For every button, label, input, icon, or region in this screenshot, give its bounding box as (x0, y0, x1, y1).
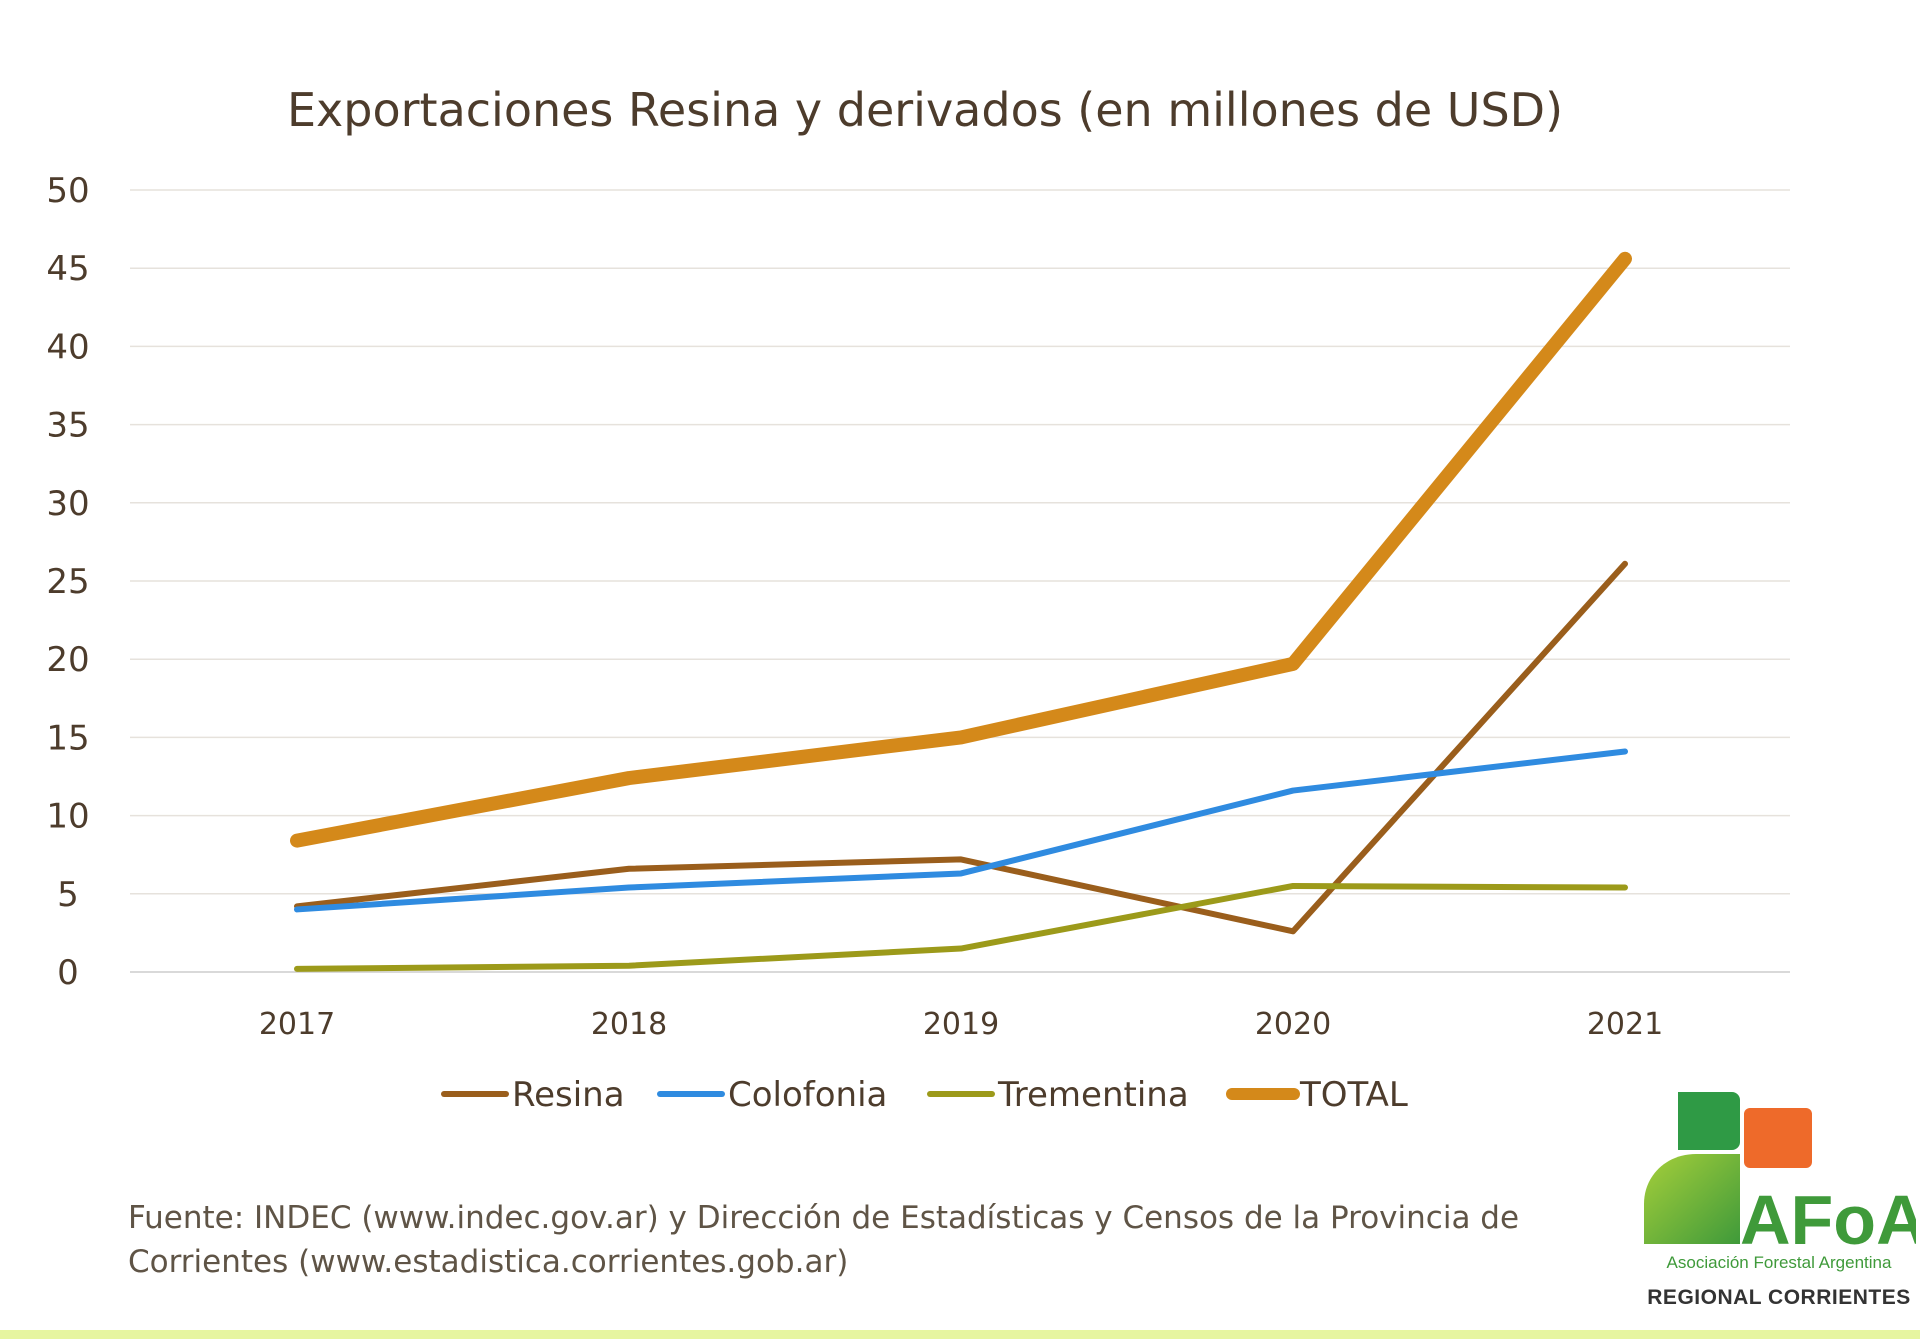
bottom-accent-bar (0, 1330, 1920, 1339)
legend: Resina Colofonia Trementina TOTAL (441, 1075, 1408, 1115)
y-tick-label: 15 (46, 718, 89, 758)
x-tick-label: 2017 (259, 1007, 335, 1042)
x-tick-label: 2021 (1587, 1007, 1663, 1042)
leaf-orange-icon (1744, 1108, 1812, 1168)
y-tick-label: 10 (46, 797, 89, 837)
chart-title: Exportaciones Resina y derivados (en mil… (287, 83, 1563, 137)
leaf-left-icon (1644, 1154, 1740, 1244)
y-tick-label: 45 (46, 249, 89, 289)
legend-label-trementina: Trementina (997, 1075, 1189, 1115)
legend-label-colofonia: Colofonia (728, 1075, 887, 1115)
gridlines (130, 189, 1790, 973)
y-tick-label: 20 (46, 640, 89, 680)
y-tick-label: 5 (57, 875, 79, 915)
x-tick-label: 2019 (923, 1007, 999, 1042)
y-tick-label: 50 (46, 171, 89, 211)
legend-label-resina: Resina (512, 1075, 625, 1115)
y-tick-label: 35 (46, 406, 89, 446)
logo-regional: REGIONAL CORRIENTES (1647, 1286, 1911, 1309)
x-axis-ticks: 2017 2018 2019 2020 2021 (259, 1007, 1663, 1042)
y-tick-label: 25 (46, 562, 89, 602)
logo-wordmark: AFoA (1740, 1181, 1916, 1259)
afoa-logo: AFoA (1644, 1092, 1916, 1259)
series-line-colofonia (294, 748, 1628, 913)
legend-label-total: TOTAL (1299, 1075, 1408, 1115)
y-tick-label: 40 (46, 327, 89, 367)
source-note: Fuente: INDEC (www.indec.gov.ar) y Direc… (128, 1200, 1520, 1280)
y-axis-ticks: 0 5 10 15 20 25 30 35 40 45 50 (46, 171, 89, 993)
leaf-top-icon (1678, 1092, 1740, 1150)
y-tick-label: 30 (46, 484, 89, 524)
series-line-total (290, 251, 1632, 848)
x-tick-label: 2018 (591, 1007, 667, 1042)
series-line-resina (294, 560, 1628, 935)
x-tick-label: 2020 (1255, 1007, 1331, 1042)
y-tick-label: 0 (57, 953, 79, 993)
series-lines (290, 251, 1632, 972)
logo-subtitle: Asociación Forestal Argentina (1666, 1253, 1892, 1272)
series-line-trementina (294, 882, 1628, 972)
